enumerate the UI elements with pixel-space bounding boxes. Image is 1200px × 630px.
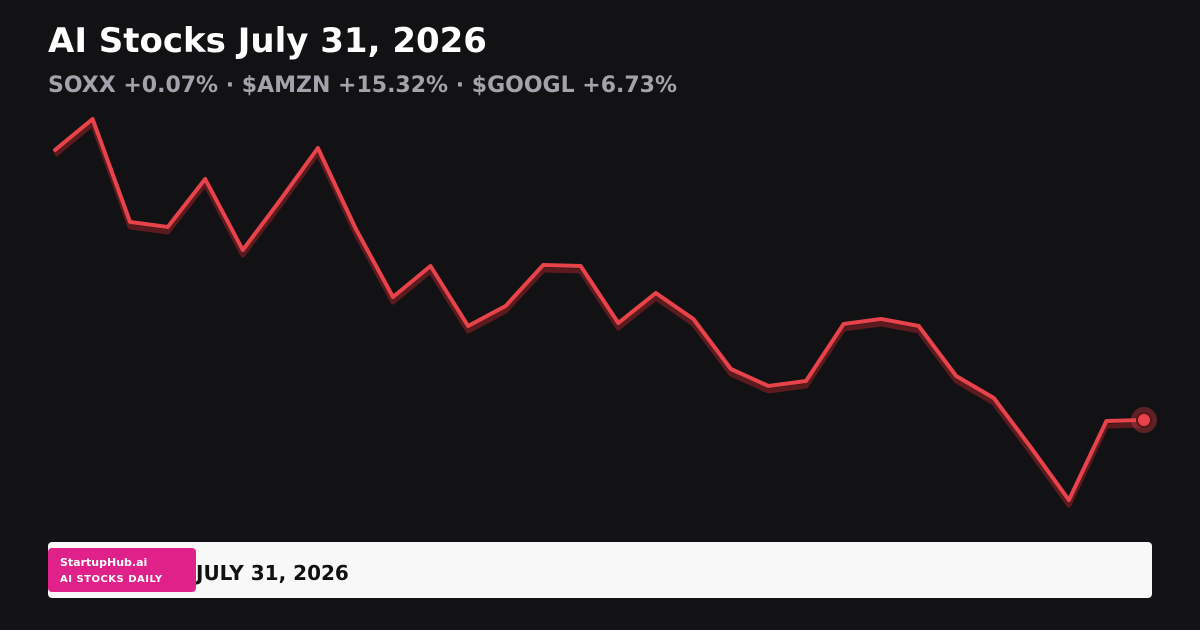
footer-bar — [48, 542, 1152, 598]
brand-name: StartupHub.ai — [60, 556, 147, 569]
plot — [53, 117, 1157, 508]
end-point — [1136, 412, 1152, 428]
brand-badge — [48, 548, 196, 592]
line — [53, 117, 1146, 502]
line-shadow — [53, 121, 1145, 508]
subtitle: SOXX +0.07% · $AMZN +15.32% · $GOOGL +6.… — [48, 73, 677, 98]
brand-tagline: AI STOCKS DAILY — [60, 574, 163, 585]
title: AI Stocks July 31, 2026 — [48, 21, 487, 61]
footer-date: JULY 31, 2026 — [194, 561, 349, 585]
